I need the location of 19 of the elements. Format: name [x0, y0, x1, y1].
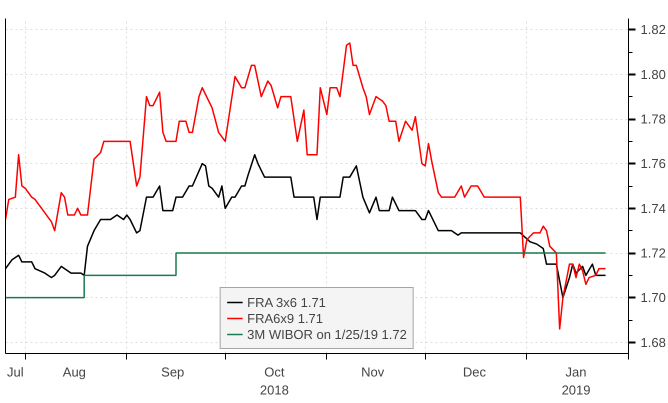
line-series: [6, 42, 606, 330]
x-tick-label: Jul: [7, 364, 24, 380]
y-tick-label: 1.74: [640, 200, 666, 216]
y-tick-label: 1.78: [640, 112, 666, 126]
y-tick-label: 1.70: [640, 290, 666, 306]
x-tick-label: Dec: [462, 364, 486, 380]
x-tick-label: Aug: [62, 364, 86, 380]
x-tick-label: Nov: [361, 364, 385, 380]
y-tick-label: 1.82: [640, 22, 666, 38]
y-tick-label: 1.68: [640, 334, 666, 350]
x-tick-label: Oct 2018: [260, 364, 289, 398]
y-tick-label: 1.80: [640, 66, 666, 82]
y-tick-label: 1.72: [640, 246, 666, 260]
legend-label: FRA 3x6 1.71: [247, 294, 326, 310]
x-tick-label: Jan 2019: [562, 364, 590, 398]
legend-label: 3M WIBOR on 1/25/19 1.72: [247, 326, 407, 342]
y-tick-label: 1.76: [640, 156, 666, 172]
legend-label: FRA6x9 1.71: [247, 310, 324, 326]
x-tick-label: Sep: [161, 364, 184, 380]
